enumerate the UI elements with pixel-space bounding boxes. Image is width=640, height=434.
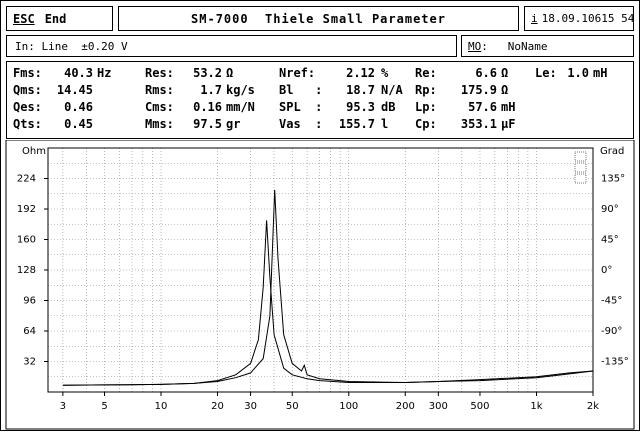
zoom-control-icon[interactable] [575, 174, 586, 183]
y-tick-label-right: 0° [601, 265, 612, 276]
param-fms-value: 40.3 [47, 66, 93, 80]
input-level-field[interactable]: In: Line ±0.20 V [6, 35, 457, 57]
param-re-value: 6.6 [447, 66, 497, 80]
impedance-curve-2 [63, 190, 593, 385]
exit-label: End [45, 12, 67, 26]
x-tick-label: 2k [587, 401, 599, 412]
param-res-value: 53.2 [182, 66, 222, 80]
y-tick-label-right: -90° [601, 326, 622, 337]
zoom-control-icon[interactable] [575, 152, 586, 161]
x-tick-label: 500 [470, 401, 489, 412]
param-rms-name: Rms: [145, 83, 174, 97]
param-le-value: 1.0 [559, 66, 589, 80]
impedance-curve-1 [63, 220, 593, 385]
param-qes-name: Qes: [13, 100, 42, 114]
y-tick-label-left: 128 [17, 265, 36, 276]
param-res-name: Res: [145, 66, 174, 80]
param-cms-value: 0.16 [182, 100, 222, 114]
impedance-chart-svg: Ohm 32 64 96 128 160 192 224 Grad 135° 90° 45° 0° -45… [0, 140, 640, 431]
param-res-unit: Ω [226, 66, 233, 80]
param-vas-value: 155.7 [329, 117, 375, 131]
param-rp-value: 175.9 [447, 83, 497, 97]
x-tick-label: 1k [530, 401, 542, 412]
zoom-control-icon[interactable] [575, 163, 586, 172]
y-tick-label-right: 45° [601, 235, 619, 246]
x-tick-label: 5 [101, 401, 107, 412]
param-nref-unit: % [381, 66, 388, 80]
param-lp-name: Lp: [415, 100, 437, 114]
param-le-name: Le: [535, 66, 557, 80]
x-tick-label: 30 [244, 401, 257, 412]
window-title: SM-7000 Thiele Small Parameter [118, 6, 519, 31]
y-axis-label-right: Grad [600, 146, 624, 157]
param-le-unit: mH [593, 66, 607, 80]
param-rms-value: 1.7 [182, 83, 222, 97]
param-mms-name: Mms: [145, 117, 174, 131]
param-spl-unit: dB [381, 100, 395, 114]
x-tick-label: 100 [339, 401, 358, 412]
y-tick-label-left: 192 [17, 204, 36, 215]
memory-slot-field[interactable]: MO: NoName [461, 35, 634, 57]
param-qms-name: Qms: [13, 83, 42, 97]
param-mms-unit: gr [226, 117, 240, 131]
param-nref-name: Nref: [279, 66, 315, 80]
param-bl-value: 18.7 [329, 83, 375, 97]
exit-button[interactable]: ESC End [6, 6, 113, 31]
x-tick-label: 20 [211, 401, 224, 412]
param-re-name: Re: [415, 66, 437, 80]
x-tick-label: 10 [155, 401, 168, 412]
param-qts-name: Qts: [13, 117, 42, 131]
chart-border [6, 140, 634, 429]
y-tick-label-left: 96 [23, 296, 36, 307]
info-key-hint: i [531, 12, 538, 25]
param-cp-value: 353.1 [447, 117, 497, 131]
param-lp-unit: mH [501, 100, 515, 114]
y-tick-label-left: 32 [23, 357, 36, 368]
parameter-panel: Fms: 40.3 Hz Qms: 14.45 Qes: 0.46 Qts: 0.45 Res: 5… [6, 61, 634, 139]
param-fms-name: Fms: [13, 66, 42, 80]
param-cp-unit: µF [501, 117, 515, 131]
y-tick-label-right: -135° [601, 357, 629, 368]
param-bl-unit: N/A [381, 83, 403, 97]
impedance-chart: Ohm 32 64 96 128 160 192 224 Grad 135° 90° 45° 0° -45… [0, 140, 640, 431]
param-cms-name: Cms: [145, 100, 174, 114]
date-time-readout: 18.09.10615 54 [542, 12, 634, 25]
param-vas-unit: l [381, 117, 388, 131]
param-bl-name: Bl : [279, 83, 322, 97]
esc-key-hint: ESC [13, 12, 35, 26]
param-cp-name: Cp: [415, 117, 437, 131]
param-rp-unit: Ω [501, 83, 508, 97]
param-spl-value: 95.3 [329, 100, 375, 114]
param-rp-name: Rp: [415, 83, 437, 97]
param-lp-value: 57.6 [447, 100, 497, 114]
x-tick-label: 200 [396, 401, 415, 412]
memory-key: MO [468, 40, 481, 53]
param-re-unit: Ω [501, 66, 508, 80]
param-cms-unit: mm/N [226, 100, 255, 114]
param-qes-value: 0.46 [47, 100, 93, 114]
x-tick-label: 3 [60, 401, 66, 412]
y-tick-label-right: 135° [601, 174, 625, 185]
y-tick-label-left: 64 [23, 326, 36, 337]
param-vas-name: Vas : [279, 117, 322, 131]
memory-name: NoName [508, 40, 548, 53]
y-axis-label-left: Ohm [22, 146, 46, 157]
param-spl-name: SPL : [279, 100, 322, 114]
memory-sep: : [481, 40, 488, 53]
y-tick-label-right: -45° [601, 296, 622, 307]
x-tick-label: 300 [429, 401, 448, 412]
param-mms-value: 97.5 [182, 117, 222, 131]
info-button[interactable]: i 18.09.10615 54 [524, 6, 634, 31]
param-qts-value: 0.45 [47, 117, 93, 131]
y-tick-label-left: 224 [17, 174, 36, 185]
x-tick-label: 50 [286, 401, 299, 412]
y-tick-label-right: 90° [601, 204, 619, 215]
param-nref-value: 2.12 [329, 66, 375, 80]
param-qms-value: 14.45 [47, 83, 93, 97]
param-rms-unit: kg/s [226, 83, 255, 97]
param-fms-unit: Hz [97, 66, 111, 80]
y-tick-label-left: 160 [17, 235, 36, 246]
